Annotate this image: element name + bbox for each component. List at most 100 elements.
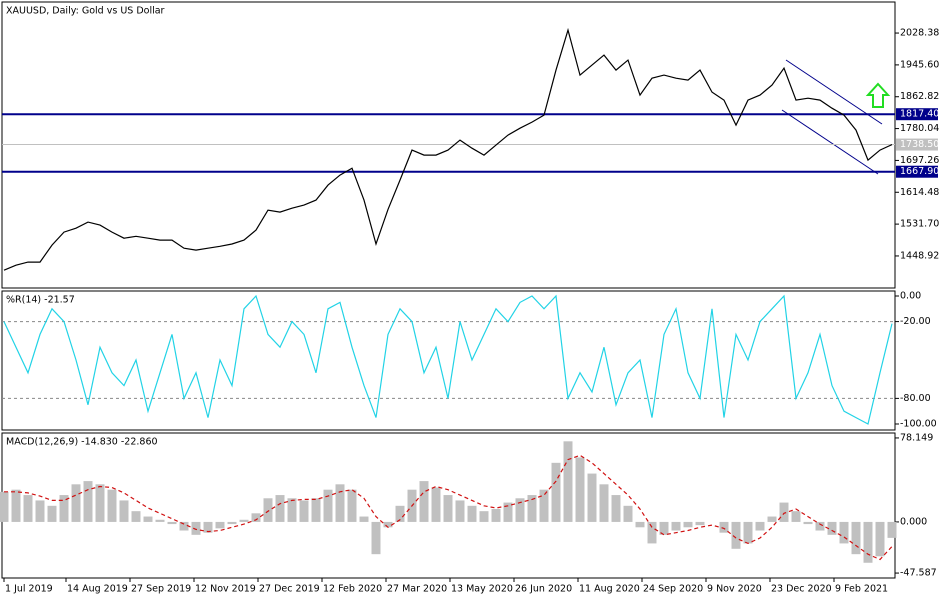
level-box — [896, 108, 938, 121]
macd-bar — [167, 521, 177, 525]
y-tick-label: 0.000 — [900, 516, 927, 527]
macd-bar — [551, 462, 561, 522]
macd-bar — [647, 521, 657, 544]
x-tick-label: 9 Feb 2021 — [835, 584, 888, 595]
x-tick-label: 9 Nov 2020 — [707, 584, 762, 595]
y-tick-label: 1697.26 — [900, 155, 939, 166]
signal-line — [4, 454, 893, 561]
x-tick-label: 12 Nov 2019 — [195, 584, 256, 595]
macd-bar — [131, 511, 141, 522]
macd-bar — [455, 500, 465, 522]
x-tick-label: 1 Jul 2019 — [5, 584, 53, 595]
macd-bar — [503, 502, 513, 522]
macd-bar — [215, 521, 225, 529]
macd-bar — [107, 489, 117, 522]
macd-bar — [539, 489, 549, 522]
macd-bar — [851, 521, 861, 555]
y-tick-label: 1531.70 — [900, 219, 939, 230]
macd-bar — [71, 484, 81, 522]
macd-bar — [275, 495, 285, 522]
y-tick-label: 1614.48 — [900, 187, 939, 198]
macd-bar — [359, 516, 369, 522]
macd-bar — [59, 495, 69, 522]
x-tick-label: 14 Aug 2019 — [67, 584, 128, 595]
macd-bar — [515, 498, 525, 522]
macd-bar — [119, 500, 129, 522]
macd-bar — [803, 521, 813, 525]
macd-bar — [755, 521, 765, 531]
macd-bar — [743, 521, 753, 544]
macd-bar — [779, 502, 789, 522]
macd-bar — [611, 495, 621, 522]
macd-bar — [431, 487, 441, 522]
macd-bar — [311, 498, 321, 522]
macd-bar — [527, 495, 537, 522]
x-tick-label: 12 Feb 2020 — [323, 584, 382, 595]
macd-bar — [479, 511, 489, 522]
macd-bar — [323, 489, 333, 522]
x-tick-label: 23 Dec 2020 — [771, 584, 832, 595]
y-tick-label: -100.00 — [900, 418, 937, 429]
macd-bar — [863, 521, 873, 563]
macd-bar — [47, 505, 57, 522]
current-price-box — [896, 138, 938, 151]
macd-bar — [227, 521, 237, 525]
macd-bar — [623, 505, 633, 522]
macd-bar — [395, 505, 405, 522]
x-tick-label: 27 Dec 2019 — [259, 584, 320, 595]
macd-bar — [347, 489, 357, 522]
macd-bar — [299, 500, 309, 522]
macd-bar — [203, 521, 213, 533]
macd-bar — [635, 521, 645, 528]
macd-bar — [575, 457, 585, 522]
x-tick-label: 24 Sep 2020 — [643, 584, 703, 595]
macd-bar — [155, 519, 165, 522]
macd-bar — [839, 521, 849, 544]
channel-line — [781, 109, 879, 175]
macd-bar — [143, 516, 153, 522]
macd-bar — [335, 484, 345, 522]
current-price-label: 1738.50 — [900, 139, 939, 150]
macd-bar — [587, 473, 597, 522]
y-tick-label: 1862.82 — [900, 91, 939, 102]
macd-bar — [815, 521, 825, 531]
macd-bar — [767, 516, 777, 522]
macd-bar — [371, 521, 381, 555]
macd-bar — [95, 484, 105, 522]
level-box — [896, 165, 938, 178]
macd-bar — [719, 521, 729, 533]
macd-bar — [791, 511, 801, 522]
x-tick-label: 27 Sep 2019 — [131, 584, 191, 595]
panel-title: %R(14) -21.57 — [6, 295, 75, 306]
wpr-panel — [1, 290, 896, 431]
macd-bar — [419, 481, 429, 522]
macd-bar — [731, 521, 741, 549]
y-tick-label: 0.00 — [900, 290, 921, 301]
x-tick-label: 11 Aug 2020 — [579, 584, 640, 595]
x-tick-label: 27 Mar 2020 — [387, 584, 447, 595]
y-tick-label: 1780.04 — [900, 123, 939, 134]
macd-bar — [599, 484, 609, 522]
x-tick-label: 13 May 2020 — [451, 584, 513, 595]
macd-bar — [23, 495, 33, 522]
macd-bar — [383, 521, 393, 528]
macd-bar — [671, 521, 681, 531]
macd-bar — [263, 498, 273, 522]
macd-bar — [659, 521, 669, 535]
macd-bar — [563, 441, 573, 522]
macd-bar — [11, 489, 21, 522]
macd-bar — [179, 521, 189, 531]
macd-bar — [239, 519, 249, 522]
price-line — [3, 294, 893, 425]
macd-bar — [467, 505, 477, 522]
macd-bar — [251, 513, 261, 522]
macd-bar — [683, 521, 693, 528]
y-tick-label: -47.587 — [900, 568, 937, 579]
macd-bar — [287, 498, 297, 522]
macd-bar — [35, 500, 45, 522]
macd-bar — [887, 521, 897, 538]
up-arrow — [865, 82, 891, 108]
level-label: 1817.40 — [900, 109, 939, 120]
